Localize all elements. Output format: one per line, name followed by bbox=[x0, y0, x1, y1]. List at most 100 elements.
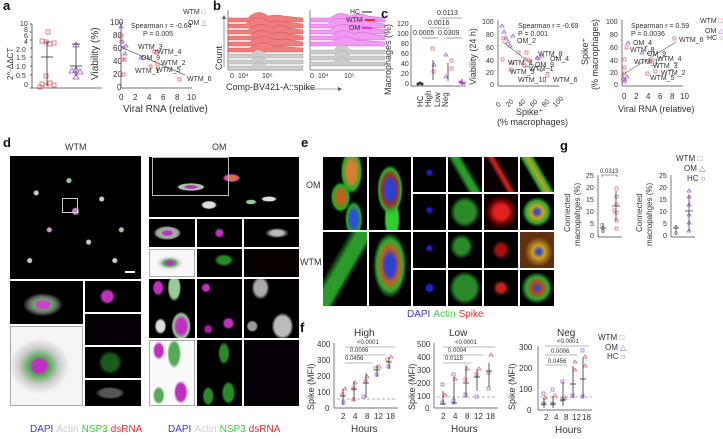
x-tick: 8 bbox=[365, 412, 370, 421]
point-label: WTM_2 bbox=[661, 70, 686, 77]
point-label: WTM_5 bbox=[650, 75, 675, 82]
point-label: OM_4 bbox=[633, 40, 653, 47]
stat-r: Spearman r = -0.64 bbox=[131, 23, 192, 30]
x-tick: 18 bbox=[582, 413, 591, 422]
y-tick: 300 bbox=[317, 356, 331, 365]
x-axis-label: Spike⁺ bbox=[516, 107, 544, 117]
x-category: Neg bbox=[441, 92, 450, 107]
y-tick: 80 bbox=[610, 32, 618, 39]
point-label: OM_4 bbox=[550, 56, 570, 63]
x-tick: 4 bbox=[646, 92, 651, 101]
micrograph-wtm-dapi bbox=[85, 281, 141, 312]
x-tick: 20 bbox=[505, 98, 516, 109]
x-tick: 12 bbox=[572, 413, 581, 422]
point-label: OM_9 bbox=[141, 55, 161, 62]
x-tick: 0 bbox=[230, 73, 234, 80]
micrograph-om-actin-1 bbox=[244, 219, 299, 247]
x-tick: 8 bbox=[175, 93, 180, 102]
p-value: 0.0016 bbox=[428, 20, 450, 27]
micrograph-om-merge-2 bbox=[149, 279, 195, 338]
arrow-up-icon bbox=[222, 15, 226, 67]
x-category: High bbox=[424, 90, 433, 107]
legend-om: OM △ bbox=[705, 28, 723, 35]
y-tick: 20 bbox=[401, 71, 409, 78]
y-tick: 400 bbox=[417, 353, 431, 362]
x-tick: 2 bbox=[441, 412, 446, 421]
y-axis-label: Macrophages (%) bbox=[383, 23, 393, 95]
p-value: 0.0456 bbox=[345, 356, 364, 362]
y-tick: 10 bbox=[586, 209, 594, 216]
x-tick: 12 bbox=[374, 412, 383, 421]
micrograph-e-om-spike-2 bbox=[484, 194, 518, 230]
stat-p: P = 0.0036 bbox=[631, 31, 665, 38]
plot-title: High bbox=[354, 328, 375, 339]
point-label: WTM_1 bbox=[529, 66, 554, 73]
micrograph-om-field bbox=[149, 157, 299, 217]
scatter-svg bbox=[620, 20, 683, 87]
micrograph-wtm-field bbox=[10, 156, 141, 279]
point-label: WTM_10 bbox=[518, 77, 547, 84]
legend-om: OM △ bbox=[605, 343, 627, 352]
title-om: OM bbox=[212, 142, 227, 152]
micrograph-om-outline-2 bbox=[149, 340, 195, 406]
y-axis-label: macropahges (%) bbox=[573, 182, 582, 246]
y-tick: 60 bbox=[113, 44, 122, 53]
y-tick: 60 bbox=[610, 45, 618, 52]
y-tick: 0 bbox=[490, 82, 494, 89]
point-label: WTM_6 bbox=[679, 37, 704, 44]
x-tick: 2 bbox=[544, 413, 549, 422]
x-tick: 4 bbox=[353, 412, 358, 421]
p-value: <0.0001 bbox=[557, 339, 579, 345]
micrograph-e-om-merge-1 bbox=[520, 157, 554, 192]
point-label: WTM_2 bbox=[161, 60, 186, 67]
scale-bar bbox=[125, 271, 135, 273]
row-label-om: OM bbox=[306, 180, 321, 190]
y-tick: 60 bbox=[486, 45, 494, 52]
micrograph-e-om-2 bbox=[369, 157, 411, 230]
y-tick: 20 bbox=[659, 185, 667, 192]
plot-title: Neg bbox=[557, 328, 576, 339]
y-tick: 300 bbox=[519, 343, 533, 352]
micrograph-e-om-actin-2 bbox=[448, 194, 482, 230]
title-wtm: WTM bbox=[65, 142, 87, 152]
y-tick: 0 bbox=[527, 406, 532, 415]
micrograph-e-om-spike-1 bbox=[484, 157, 518, 192]
y-tick: 100 bbox=[417, 392, 431, 401]
legend-wtm: WTM □ bbox=[598, 333, 625, 342]
micrograph-e-wtm-merge-1 bbox=[520, 232, 554, 268]
stat-p: P = 0.001 bbox=[518, 31, 549, 38]
x-tick: 8 bbox=[670, 92, 675, 101]
legend-hc: HC bbox=[350, 9, 373, 16]
x-tick: 10⁵ bbox=[262, 73, 273, 80]
y-axis-label: Connected bbox=[635, 193, 644, 232]
row-label-wtm: WTM bbox=[300, 257, 322, 267]
p-value: 0.0313 bbox=[600, 169, 619, 175]
y-tick: 400 bbox=[317, 340, 331, 349]
y-axis-label: Spike (MFI) bbox=[407, 363, 417, 410]
panel-label-f: f bbox=[300, 320, 305, 335]
x-axis-label: Comp-BV421-A::spike bbox=[226, 82, 316, 92]
x-tick: 12 bbox=[474, 412, 483, 421]
caption-d-wtm: DAPI Actin NSP3 dsRNA bbox=[30, 424, 143, 435]
y-tick: 100 bbox=[110, 18, 124, 27]
micrograph-om-dsrna-1 bbox=[244, 249, 299, 277]
micrograph-e-wtm-spike-1 bbox=[484, 232, 518, 268]
arrow-right-icon bbox=[302, 87, 342, 91]
y-tick: 20 bbox=[586, 185, 594, 192]
y-tick: 25 bbox=[659, 173, 667, 180]
p-value: 0.0113 bbox=[437, 10, 458, 17]
p-value: 0.0006 bbox=[350, 348, 369, 354]
histogram-wtm bbox=[227, 10, 304, 71]
micrograph-e-om-1 bbox=[323, 157, 367, 230]
micrograph-e-wtm-actin-2 bbox=[448, 270, 482, 306]
y-tick: 20 bbox=[610, 70, 618, 77]
y-axis-label: Viability (24 h) bbox=[468, 28, 478, 85]
legend-wtm: WTM □ bbox=[183, 9, 206, 16]
point-label: WTM_5 bbox=[156, 67, 181, 74]
x-axis-label: Hours bbox=[351, 424, 378, 435]
p-value: <0.0001 bbox=[455, 340, 477, 346]
y-tick: 80 bbox=[401, 41, 409, 48]
x-tick: 10 bbox=[187, 93, 196, 102]
y-tick: 15 bbox=[659, 197, 667, 204]
y-tick: 2.0 bbox=[16, 47, 26, 54]
